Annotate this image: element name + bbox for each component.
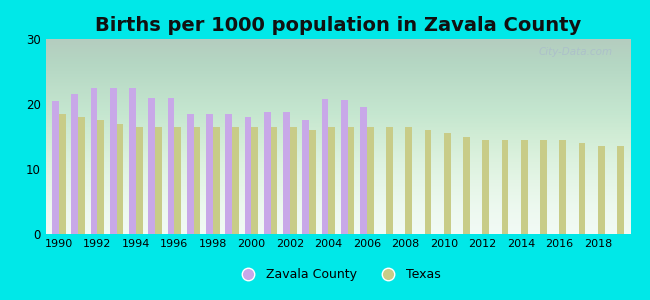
Title: Births per 1000 population in Zavala County: Births per 1000 population in Zavala Cou…	[95, 16, 581, 35]
Bar	[136, 127, 143, 234]
Bar	[348, 127, 354, 234]
Bar	[91, 88, 98, 234]
Bar	[129, 88, 136, 234]
Bar	[155, 127, 162, 234]
Bar	[174, 127, 181, 234]
Bar	[424, 130, 432, 234]
Bar	[463, 136, 470, 234]
Bar	[78, 117, 85, 234]
Bar	[617, 146, 624, 234]
Bar	[598, 146, 604, 234]
Bar	[148, 98, 155, 234]
Bar	[194, 127, 200, 234]
Bar	[290, 127, 296, 234]
Bar	[206, 114, 213, 234]
Bar	[302, 120, 309, 234]
Bar	[521, 140, 528, 234]
Bar	[482, 140, 489, 234]
Bar	[52, 101, 59, 234]
Bar	[540, 140, 547, 234]
Bar	[309, 130, 316, 234]
Bar	[360, 107, 367, 234]
Bar	[213, 127, 220, 234]
Bar	[59, 114, 66, 234]
Bar	[264, 112, 270, 234]
Bar	[341, 100, 348, 234]
Text: City-Data.com: City-Data.com	[539, 47, 613, 57]
Bar	[559, 140, 566, 234]
Bar	[168, 98, 174, 234]
Bar	[117, 124, 124, 234]
Bar	[226, 114, 232, 234]
Bar	[232, 127, 239, 234]
Bar	[72, 94, 78, 234]
Bar	[283, 112, 290, 234]
Bar	[328, 127, 335, 234]
Bar	[367, 127, 374, 234]
Bar	[187, 114, 194, 234]
Bar	[244, 117, 252, 234]
Legend: Zavala County, Texas: Zavala County, Texas	[231, 263, 445, 286]
Bar	[270, 127, 278, 234]
Bar	[386, 127, 393, 234]
Bar	[578, 143, 585, 234]
Bar	[444, 133, 450, 234]
Bar	[406, 127, 412, 234]
Bar	[502, 140, 508, 234]
Bar	[252, 127, 258, 234]
Bar	[110, 88, 117, 234]
Bar	[98, 120, 104, 234]
Bar	[322, 99, 328, 234]
